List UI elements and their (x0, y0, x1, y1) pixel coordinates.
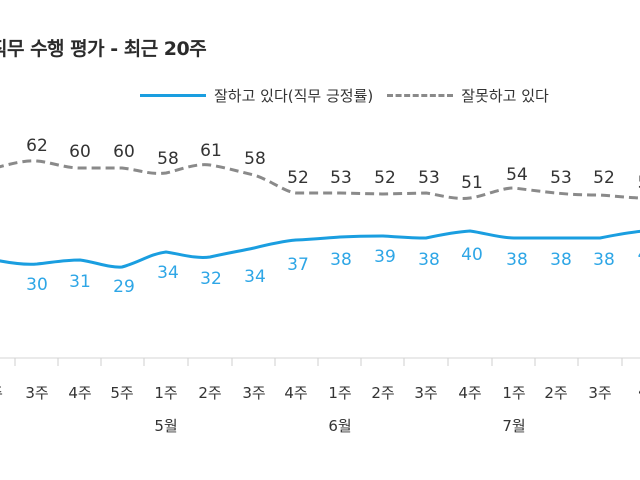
x-tick-label: 1주 (154, 384, 178, 402)
positive-label: 4 (638, 245, 640, 265)
negative-label: 62 (26, 136, 48, 156)
negative-label: 58 (157, 149, 179, 169)
positive-label: 38 (593, 250, 615, 270)
negative-label: 61 (200, 141, 222, 161)
negative-label: 5 (638, 173, 640, 193)
x-tick-label: 3주 (414, 384, 438, 402)
negative-label: 52 (287, 168, 309, 188)
chart-legend: 잘하고 있다(직무 긍정률) 잘못하고 있다 (140, 84, 549, 106)
x-tick-label: 4 (638, 382, 640, 400)
x-tick-label: 3주 (242, 384, 266, 402)
x-tick-label: 2주 (544, 384, 568, 402)
legend-dashed-line-icon (387, 93, 454, 97)
x-tick-label: 1주 (502, 384, 526, 402)
x-tick-label: 3주 (588, 384, 612, 402)
x-tick-label: 3주 (25, 384, 49, 402)
month-label-july: 7월 (502, 417, 526, 435)
positive-label: 30 (26, 275, 48, 295)
legend-negative-label: 잘못하고 있다 (461, 86, 549, 105)
negative-series-line (0, 159, 640, 200)
x-tick-label: 주 (0, 382, 3, 403)
month-label-june: 6월 (328, 417, 352, 435)
positive-label: 34 (244, 267, 266, 287)
x-tick-label: 5주 (110, 384, 134, 402)
positive-value-labels: 30 31 29 34 32 34 37 38 39 38 40 38 38 3… (26, 245, 640, 297)
legend-solid-line-icon (140, 93, 206, 97)
positive-label: 37 (287, 255, 309, 275)
negative-label: 52 (593, 168, 615, 188)
legend-positive-label: 잘하고 있다(직무 긍정률) (214, 86, 374, 105)
positive-label: 38 (418, 250, 440, 270)
positive-label: 31 (69, 272, 91, 292)
x-tick-label: 4주 (458, 384, 482, 402)
negative-value-labels: 62 60 60 58 61 58 52 53 52 53 51 54 53 5… (26, 136, 640, 193)
x-tick-label: 4주 (68, 384, 92, 402)
negative-label: 60 (69, 142, 91, 162)
negative-label: 54 (506, 165, 528, 185)
positive-label: 39 (374, 247, 396, 267)
positive-label: 32 (200, 269, 222, 289)
x-axis-ticks (14, 358, 623, 366)
chart-title: 직무 수행 평가 - 최근 20주 (0, 38, 207, 60)
x-tick-label: 2주 (371, 384, 395, 402)
negative-label: 58 (244, 149, 266, 169)
positive-series-line (0, 229, 640, 269)
month-label-may: 5월 (154, 417, 178, 435)
positive-label: 38 (506, 250, 528, 270)
negative-label: 53 (330, 168, 352, 188)
x-tick-label: 1주 (328, 384, 352, 402)
negative-label: 60 (113, 142, 135, 162)
positive-label: 38 (550, 250, 572, 270)
positive-label: 38 (330, 250, 352, 270)
x-tick-label: 4주 (284, 384, 308, 402)
positive-label: 34 (157, 263, 179, 283)
negative-label: 51 (461, 173, 483, 193)
negative-label: 53 (418, 168, 440, 188)
x-tick-label: 2주 (198, 384, 222, 402)
positive-label: 29 (113, 277, 135, 297)
negative-label: 52 (374, 168, 396, 188)
positive-label: 40 (461, 245, 483, 265)
negative-label: 53 (550, 168, 572, 188)
